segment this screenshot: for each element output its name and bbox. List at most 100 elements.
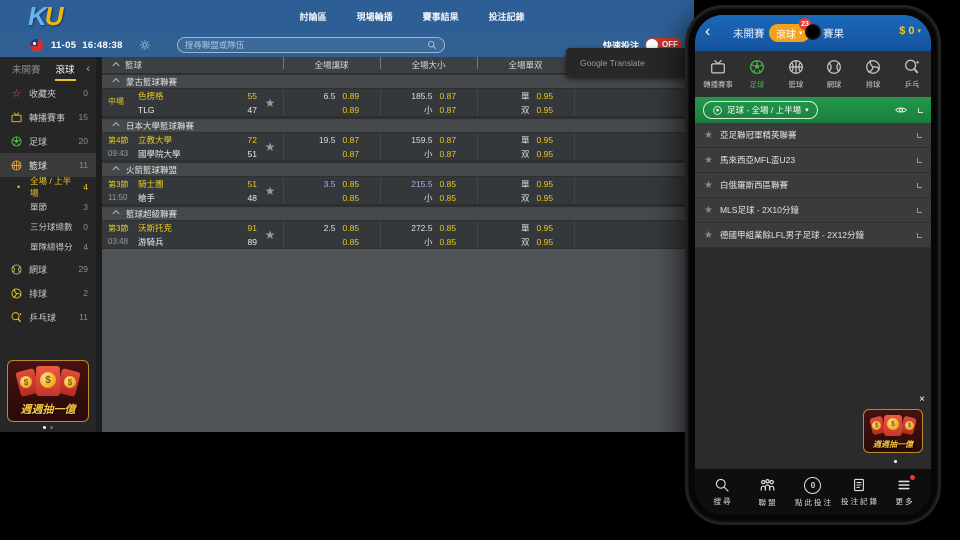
ku-logo[interactable]: KU bbox=[28, 1, 64, 32]
nav-search[interactable]: 搜尋 bbox=[699, 469, 745, 515]
odds-even[interactable]: 双 0.95 bbox=[520, 236, 554, 247]
sidebar-item-tennis[interactable]: 網球 29 bbox=[0, 257, 96, 281]
sport-header[interactable]: 籃球 bbox=[102, 59, 283, 71]
phone-league-row[interactable]: ★ 德國甲組業餘LFL男子足球 - 2X12分鐘 bbox=[695, 223, 931, 248]
odds-over[interactable]: 215.5 0.85 bbox=[411, 178, 457, 189]
tab-live[interactable]: 滾球 bbox=[54, 58, 76, 81]
favorite-star-icon[interactable]: ★ bbox=[264, 139, 276, 154]
sport-basketball[interactable]: 籃球 bbox=[776, 51, 815, 97]
nav-more[interactable]: 更多 bbox=[881, 469, 927, 515]
sidebar-item-favorites[interactable]: ☆ 收藏夾 0 bbox=[0, 81, 96, 105]
sidebar-subitem-quarter[interactable]: 單節 3 bbox=[0, 197, 96, 217]
sidebar-subitem-full-half[interactable]: • 全場 / 上半場 4 bbox=[0, 176, 96, 198]
odds-handicap-away[interactable]: 0.85 bbox=[342, 236, 360, 247]
star-icon[interactable]: ★ bbox=[704, 154, 713, 166]
favorite-star-icon[interactable]: ★ bbox=[264, 95, 276, 110]
sidebar-subitem-threes[interactable]: 三分球總數 0 bbox=[0, 217, 96, 237]
sidebar-item-volleyball[interactable]: 排球 2 bbox=[0, 281, 96, 305]
odds-handicap-home[interactable]: 19.5 0.87 bbox=[318, 134, 360, 145]
phone-league-row[interactable]: ★ 馬來西亞MFL盃U23 bbox=[695, 148, 931, 173]
match-info[interactable]: 第3節 03:48 沃斯托克 91 游騎兵 89 ★ bbox=[102, 221, 283, 248]
sport-live-events[interactable]: 轉播賽事 bbox=[699, 51, 738, 97]
match-info[interactable]: 第4節 09:43 立教大學 72 國學院大學 51 ★ bbox=[102, 133, 283, 160]
nav-results[interactable]: 賽事結果 bbox=[422, 12, 459, 22]
match-info[interactable]: 中場 色楞格 55 TLG 47 ★ bbox=[102, 89, 283, 116]
match-info[interactable]: 第3節 11:50 騎士團 51 槍手 48 ★ bbox=[102, 177, 283, 204]
tab-prematch[interactable]: 未開賽 bbox=[12, 65, 41, 76]
sidebar-item-pingpong[interactable]: 乒乓球 11 bbox=[0, 305, 96, 329]
phone-tab-live[interactable]: 滾球 ▾ bbox=[769, 24, 810, 42]
league-header[interactable]: 日本大學籃球聯賽 bbox=[102, 117, 694, 133]
back-icon[interactable]: ‹ bbox=[705, 23, 711, 40]
google-translate-popup[interactable]: Google Translate bbox=[566, 48, 698, 77]
favorite-star-icon[interactable]: ★ bbox=[264, 183, 276, 198]
nav-forum[interactable]: 討論區 bbox=[299, 12, 327, 22]
search-icon[interactable] bbox=[427, 40, 437, 50]
sidebar-item-live-events[interactable]: 轉播賽事 15 bbox=[0, 105, 96, 129]
favorite-star-icon[interactable]: ★ bbox=[264, 227, 276, 242]
sport-volleyball[interactable]: 排球 bbox=[854, 51, 893, 97]
odds-under[interactable]: 小 0.87 bbox=[423, 148, 457, 159]
odds-under[interactable]: 小 0.85 bbox=[423, 236, 457, 247]
phone-league-row[interactable]: ★ MLS足球 - 2X10分鐘 bbox=[695, 198, 931, 223]
nav-bet-records[interactable]: 投注記錄 bbox=[488, 12, 525, 22]
nav-bet-here[interactable]: 0 點此投注 bbox=[790, 469, 836, 515]
sport-soccer[interactable]: 足球 bbox=[738, 51, 777, 97]
odd-even-cell: 單 0.95 双 0.95 bbox=[477, 221, 574, 248]
nav-leagues[interactable]: 聯盟 bbox=[745, 469, 791, 515]
odds-under[interactable]: 小 0.87 bbox=[423, 104, 457, 115]
odds-even[interactable]: 双 0.95 bbox=[520, 192, 554, 203]
odds-handicap-away[interactable]: 0.85 bbox=[342, 192, 360, 203]
home-team: 沃斯托克 bbox=[138, 222, 173, 233]
sidebar-item-basketball[interactable]: 籃球 11 bbox=[0, 153, 96, 177]
sidebar-collapse-icon[interactable]: ‹ bbox=[86, 63, 90, 75]
phone-empty-area: × $ $ $ 週週抽一億 bbox=[695, 248, 931, 469]
odds-over[interactable]: 159.5 0.87 bbox=[411, 134, 457, 145]
balance-button[interactable]: $ 0 ▾ bbox=[899, 25, 921, 37]
phone-tab-prematch[interactable]: 未開賽 bbox=[733, 28, 765, 40]
soccer-icon bbox=[10, 135, 23, 148]
star-icon[interactable]: ★ bbox=[704, 129, 713, 141]
star-icon[interactable]: ★ bbox=[704, 179, 713, 191]
odds-odd[interactable]: 單 0.95 bbox=[520, 178, 554, 189]
nav-live-stream[interactable]: 現場輪播 bbox=[356, 12, 393, 22]
live-view-eye-icon[interactable] bbox=[894, 103, 908, 117]
odds-over[interactable]: 185.5 0.87 bbox=[411, 90, 457, 101]
theme-sun-icon[interactable] bbox=[139, 39, 151, 51]
odds-even[interactable]: 双 0.95 bbox=[520, 104, 554, 115]
promo-banner[interactable]: $ $ $ 週週抽一億 bbox=[7, 360, 89, 422]
odds-handicap-away[interactable]: 0.87 bbox=[342, 148, 360, 159]
phone-tab-results[interactable]: 賽果 bbox=[823, 28, 844, 40]
odds-handicap-away[interactable]: 0.89 bbox=[342, 104, 360, 115]
close-icon[interactable]: × bbox=[919, 394, 925, 405]
promo-carousel-dots[interactable] bbox=[0, 426, 96, 429]
promo-banner[interactable]: $ $ $ 週週抽一億 bbox=[863, 409, 923, 453]
odds-over[interactable]: 272.5 0.85 bbox=[411, 222, 457, 233]
sidebar-item-count: 3 bbox=[83, 202, 88, 212]
odds-handicap-home[interactable]: 6.5 0.89 bbox=[323, 90, 360, 101]
star-icon[interactable]: ★ bbox=[704, 229, 713, 241]
sport-pingpong[interactable]: 乒乓 bbox=[892, 51, 931, 97]
league-header[interactable]: 籃球超級聯賽 bbox=[102, 205, 694, 221]
odds-odd[interactable]: 單 0.95 bbox=[520, 90, 554, 101]
odds-odd[interactable]: 單 0.95 bbox=[520, 134, 554, 145]
odds-under[interactable]: 小 0.85 bbox=[423, 192, 457, 203]
nav-bet-records[interactable]: 投注記錄 bbox=[836, 469, 882, 515]
chevron-down-icon[interactable] bbox=[918, 107, 923, 113]
taiwan-flag-icon[interactable] bbox=[30, 38, 43, 52]
sidebar-subitem-team-total[interactable]: 單隊總得分 4 bbox=[0, 237, 96, 257]
odds-handicap-home[interactable]: 2.5 0.85 bbox=[323, 222, 360, 233]
phone-league-row[interactable]: ★ 亞足聯冠軍精英聯賽 bbox=[695, 123, 931, 148]
odds-handicap-home[interactable]: 3.5 0.85 bbox=[323, 178, 360, 189]
odds-odd[interactable]: 單 0.95 bbox=[520, 222, 554, 233]
sidebar-item-soccer[interactable]: 足球 20 bbox=[0, 129, 96, 153]
sport-tennis[interactable]: 網球 bbox=[815, 51, 854, 97]
sidebar-scrollbar[interactable] bbox=[96, 57, 102, 432]
league-header[interactable]: 蒙古籃球聯賽 bbox=[102, 73, 694, 89]
sport-market-filter[interactable]: 足球 - 全場 / 上半場 ▾ bbox=[703, 101, 818, 119]
star-icon[interactable]: ★ bbox=[704, 204, 713, 216]
phone-league-row[interactable]: ★ 白俄羅斯西區聯賽 bbox=[695, 173, 931, 198]
search-input[interactable] bbox=[184, 40, 427, 50]
odds-even[interactable]: 双 0.95 bbox=[520, 148, 554, 159]
league-header[interactable]: 火箭籃球聯盟 bbox=[102, 161, 694, 177]
